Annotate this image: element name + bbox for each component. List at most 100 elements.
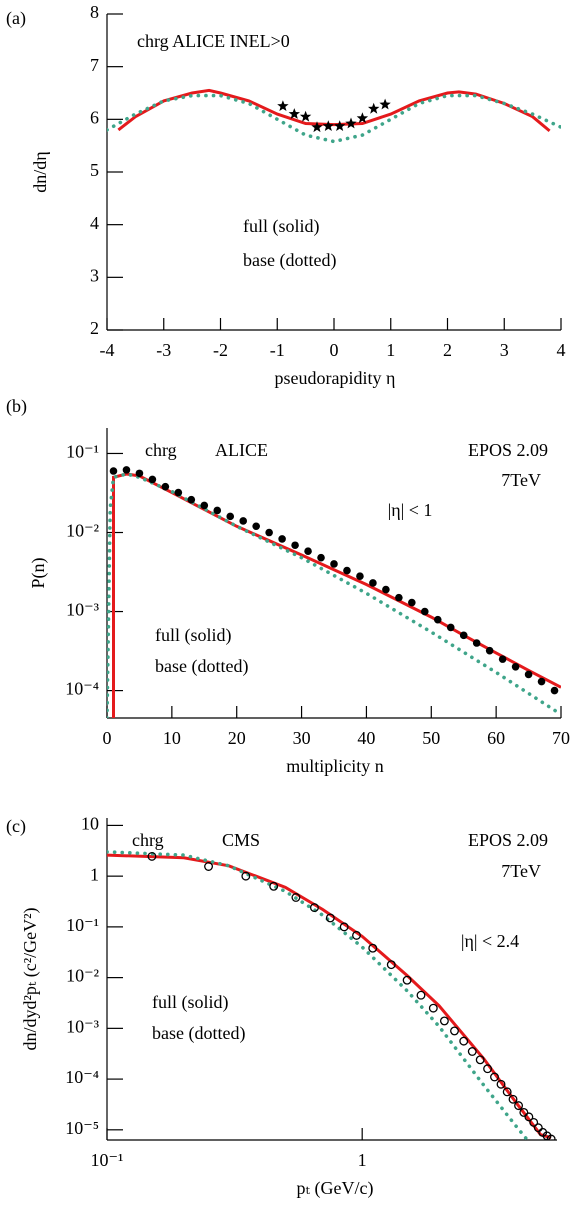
data-point <box>330 560 338 568</box>
data-point <box>386 960 396 970</box>
data-point <box>368 102 380 114</box>
y-tick-label: 3 <box>90 265 99 285</box>
data-point <box>498 655 507 663</box>
x-tick-label: 60 <box>487 728 505 748</box>
annotation: full (solid) <box>243 216 320 237</box>
data-point <box>514 1101 524 1111</box>
data-point <box>122 466 131 474</box>
x-tick-label: 4 <box>557 340 566 360</box>
panel-label: (c) <box>6 816 26 837</box>
data-point <box>269 881 279 891</box>
data-point <box>352 930 361 940</box>
data-point <box>529 1117 539 1127</box>
data-point <box>291 541 299 550</box>
annotation: base (dotted) <box>243 250 336 271</box>
data-point <box>416 990 426 1000</box>
annotation: base (dotted) <box>152 1023 245 1044</box>
x-tick-label: -4 <box>100 340 115 360</box>
y-tick-label: 10⁻³ <box>66 600 100 620</box>
x-tick-label: 2 <box>443 340 452 360</box>
y-axis-label: dn/dyd²pₜ (c²/GeV²) <box>20 907 41 1050</box>
data-point <box>148 475 157 484</box>
data-point <box>475 1055 485 1065</box>
annotation: chrg ALICE INEL>0 <box>137 31 290 51</box>
data-point <box>450 1026 459 1036</box>
data-point <box>277 100 289 111</box>
data-point <box>356 112 369 124</box>
data-point <box>226 512 235 521</box>
data-point <box>369 579 377 587</box>
data-point <box>472 639 481 647</box>
x-tick-label: 0 <box>103 728 112 748</box>
data-point <box>467 1047 477 1056</box>
data-point <box>537 677 546 686</box>
x-axis-label: pₜ (GeV/c) <box>297 1178 374 1199</box>
y-tick-label: 4 <box>90 213 99 233</box>
data-point <box>317 553 325 562</box>
data-point <box>485 646 494 655</box>
y-tick-label: 10⁻¹ <box>66 915 99 935</box>
x-tick-label: 0 <box>330 340 339 360</box>
data-point <box>508 1094 518 1104</box>
x-tick-label: -1 <box>270 340 285 360</box>
data-point <box>241 871 251 881</box>
annotation: 7TeV <box>501 470 541 490</box>
data-point <box>200 501 209 510</box>
data-point <box>304 547 312 556</box>
data-point <box>265 528 273 537</box>
data-point <box>311 121 323 133</box>
plot-area <box>107 850 556 1140</box>
data-point <box>213 506 222 515</box>
curve <box>117 88 551 133</box>
data-point <box>459 1036 469 1046</box>
data-point <box>524 670 533 679</box>
y-tick-label: 8 <box>90 2 99 22</box>
data-point <box>204 862 213 871</box>
x-tick-label: 3 <box>500 340 509 360</box>
y-tick-label: 10⁻³ <box>66 1016 100 1036</box>
y-tick-label: 10⁻⁴ <box>65 1067 99 1087</box>
data-point <box>345 117 357 129</box>
y-tick-label: 10⁻² <box>66 966 99 986</box>
data-point <box>368 943 378 953</box>
data-point <box>439 1016 449 1026</box>
curve <box>107 93 561 144</box>
panel-label: (a) <box>6 8 26 29</box>
data-point <box>322 120 334 131</box>
data-point <box>502 1087 512 1097</box>
x-tick-label: 70 <box>552 728 570 748</box>
curve <box>107 472 561 718</box>
y-tick-label: 10⁻¹ <box>66 442 99 462</box>
data-point <box>546 1134 556 1140</box>
y-tick-label: 10⁻⁴ <box>65 679 99 699</box>
y-tick-label: 10 <box>81 814 99 834</box>
annotation: 7TeV <box>501 861 541 881</box>
data-point <box>278 535 286 543</box>
y-tick-label: 5 <box>90 160 99 180</box>
data-point <box>252 522 260 531</box>
data-point <box>291 893 301 902</box>
x-tick-label: 30 <box>293 728 311 748</box>
panel: 0 10 20 30 40 50 60 70 10⁻⁴ 10⁻³ 10⁻² 10⁻¹ (b) multip… <box>6 396 570 776</box>
x-axis-label: multiplicity n <box>286 756 384 776</box>
data-point <box>490 1072 499 1082</box>
data-point <box>402 975 412 985</box>
data-point <box>147 851 157 861</box>
data-point <box>109 467 118 475</box>
annotation: |η| < 1 <box>388 500 433 520</box>
annotation: base (dotted) <box>155 656 248 677</box>
data-point <box>511 662 520 671</box>
data-point <box>239 517 247 525</box>
x-tick-label: -3 <box>156 340 171 360</box>
y-tick-label: 10⁻² <box>66 521 99 541</box>
y-tick-label: 7 <box>90 55 99 75</box>
data-point <box>135 469 144 478</box>
x-tick-label: 10⁻¹ <box>91 1150 124 1170</box>
data-point <box>483 1064 493 1074</box>
annotation: EPOS 2.09 <box>468 440 548 460</box>
x-tick-label: 1 <box>386 340 395 360</box>
annotation: |η| < 2.4 <box>461 931 519 951</box>
data-point <box>356 572 364 581</box>
data-point <box>299 110 312 122</box>
